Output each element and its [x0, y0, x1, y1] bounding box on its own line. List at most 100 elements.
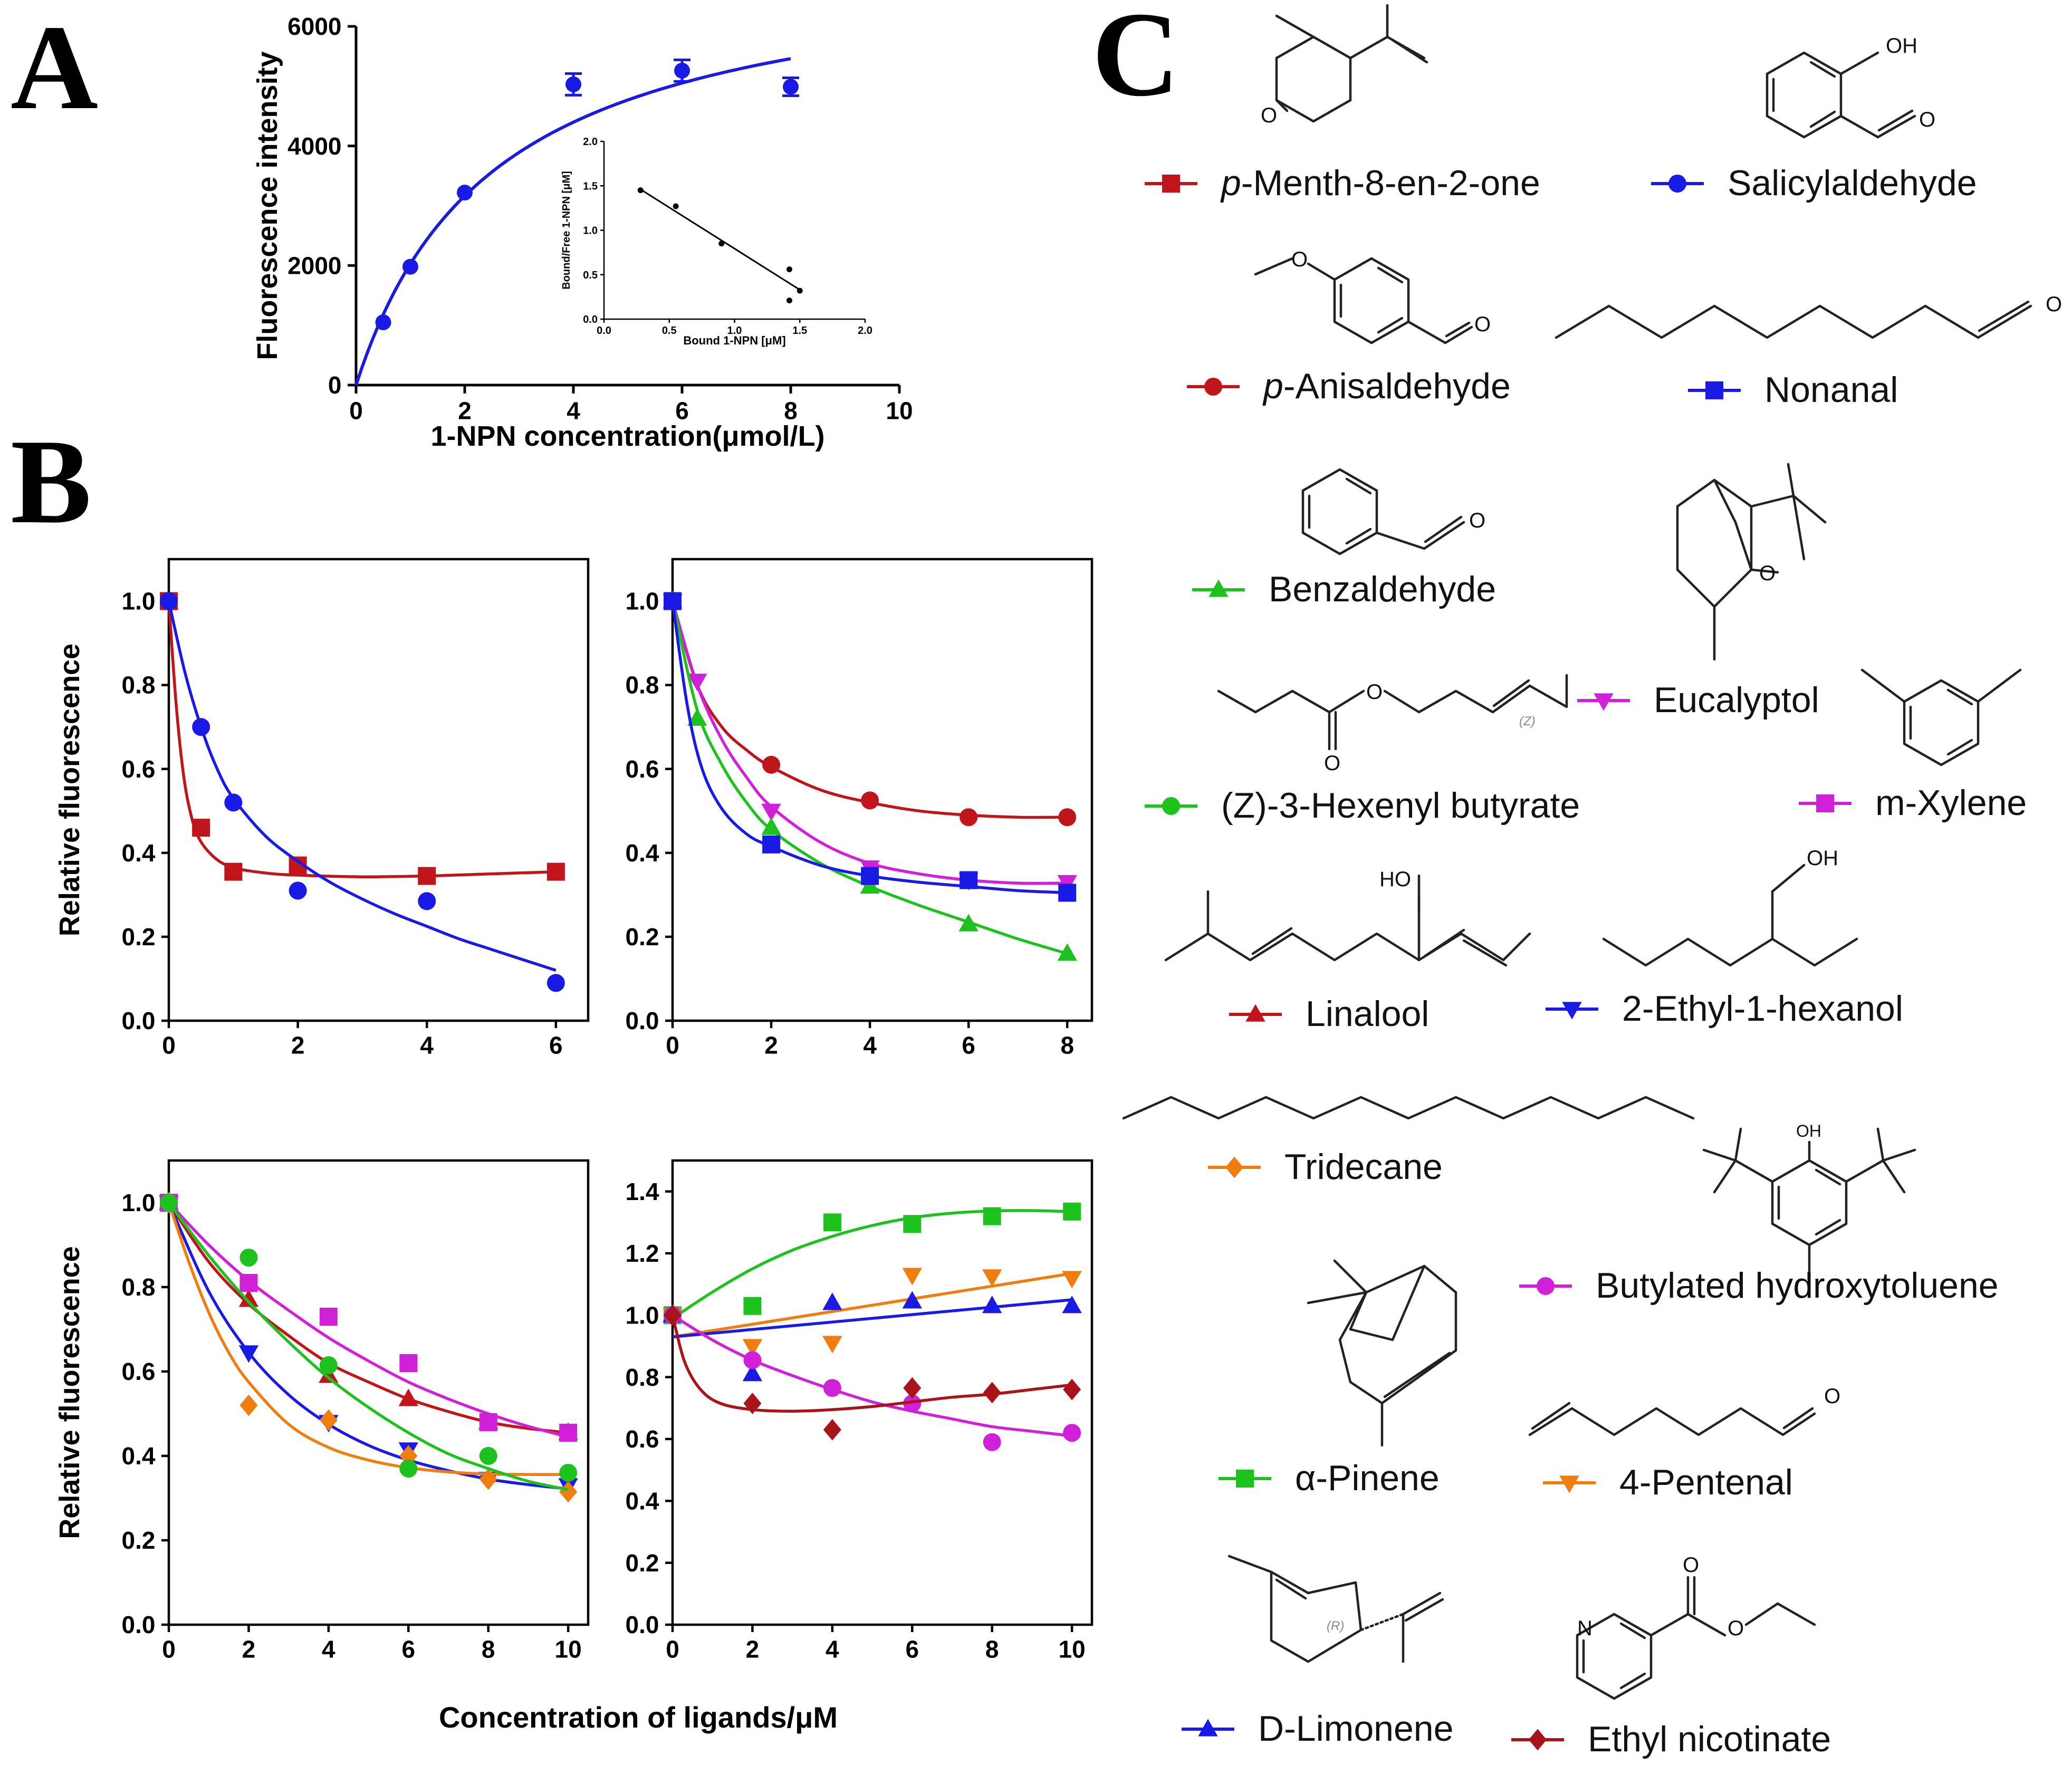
legend-marker: [1162, 797, 1180, 815]
b4-x-tick-label: 10: [1059, 1635, 1086, 1663]
molecule-p-anisaldehyde: O O: [1254, 248, 1491, 344]
b3-x-tick-label: 8: [482, 1635, 495, 1663]
a-y-tick-label: 4000: [287, 132, 341, 160]
stereo-z-label: (Z): [1519, 714, 1536, 728]
atom-ho: HO: [1379, 868, 1411, 891]
b3-x-tick-label: 6: [401, 1635, 415, 1663]
b2-eucalyptol-fit: [671, 600, 1068, 885]
b4-ethyl-nicotinate-fit: [671, 1315, 1072, 1413]
b2-benzaldehyde-point: [687, 708, 707, 726]
b1-salicylaldehyde-point: [546, 974, 565, 992]
a-fit-curve: [354, 57, 791, 386]
b3-y-tick-label: 0.4: [122, 1442, 156, 1470]
chart-a-binding-curve: 0 2 4 6 8 10 0 2000 4000 6000 1-NPN concentration(…: [252, 13, 913, 452]
a-y-tick-label: 6000: [287, 13, 341, 40]
chart-a-scatchard-inset: 0.0 0.5 1.0 1.5 2.0 0.0 0.5 1.0 1.5 2.0 Bound 1-NP…: [561, 136, 872, 347]
b3-tridecane-point: [319, 1409, 338, 1431]
legend-label: p-Anisaldehyde: [1262, 366, 1511, 406]
b3-2-ethyl-1-hexanol-fit: [167, 1202, 569, 1491]
molecule-benzaldehyde: O: [1301, 468, 1485, 555]
b3-tridecane-point: [559, 1481, 578, 1503]
b1-y-axis-title: Relative fluorescence: [54, 644, 85, 936]
legend-marker: [1537, 1277, 1555, 1295]
b1-y-tick-label: 1.0: [122, 588, 156, 615]
b4-d-limonene-fit: [672, 1298, 1072, 1339]
b2-y-tick-label: 0.6: [626, 755, 659, 783]
b1-x-tick-label: 0: [162, 1031, 176, 1059]
b2-y-tick-label: 0.8: [626, 672, 659, 699]
molecule-4-pentenal: O: [1528, 1385, 1840, 1436]
b2-nonanal-point: [1058, 884, 1077, 902]
b2-x-tick-label: 0: [666, 1031, 679, 1059]
molecule-linalool: HO: [1164, 868, 1531, 967]
b2-frame: [671, 558, 1093, 1022]
b4-x-tick-label: 2: [746, 1635, 760, 1663]
b4-4-pentenal-point: [1062, 1271, 1082, 1289]
legend-item-p-anisaldehyde: p-Anisaldehyde: [1187, 366, 1511, 406]
b2-p-anisaldehyde-point: [960, 808, 978, 827]
b3-butylated-hydroxytoluene-point: [559, 1424, 578, 1442]
inset-data-point: [786, 266, 792, 273]
atom-o: O: [1261, 104, 1277, 127]
b1-y-tick-label: 0.0: [122, 1007, 156, 1034]
legend-item-ethyl-nicotinate: Ethyl nicotinate: [1511, 1719, 1831, 1759]
legend-marker: [1236, 1470, 1254, 1488]
a-x-tick-label: 10: [886, 397, 913, 424]
legend-item-p-menth-8-en-2-one: p-Menth-8-en-2-one: [1145, 163, 1540, 203]
b2-nonanal-point: [861, 867, 879, 885]
b4-ethyl-nicotinate-point: [664, 1304, 682, 1326]
legend-item--z-3-hexenyl-butyrate: (Z)-3-Hexenyl butyrate: [1145, 785, 1580, 826]
legend-label: 4-Pentenal: [1619, 1462, 1793, 1502]
inset-regression-line: [640, 188, 801, 291]
b2-p-anisaldehyde-point: [1058, 808, 1077, 827]
a-x-tick-label: 6: [675, 397, 689, 424]
b4--pinene-point: [823, 1213, 841, 1232]
molecule-z-3-hexenyl-butyrate: O O (Z): [1217, 674, 1568, 775]
atom-o: O: [1759, 562, 1776, 585]
b3-y-tick-label: 0.2: [122, 1527, 156, 1554]
a-y-axis-title: Fluorescence intensity: [252, 51, 283, 360]
b3--pinene-point: [559, 1464, 578, 1482]
b4-ethyl-nicotinate-point: [1063, 1378, 1081, 1401]
b2-nonanal-point: [664, 592, 682, 610]
b1-salicylaldehyde-point: [160, 592, 178, 610]
b3-butylated-hydroxytoluene-point: [479, 1413, 497, 1431]
shared-x-axis-title: Concentration of ligands/μM: [439, 1701, 838, 1734]
legend-label: Salicylaldehyde: [1728, 163, 1977, 203]
atom-oh: OH: [1807, 847, 1838, 870]
b3-linalool-fit: [167, 1202, 569, 1434]
b2-p-anisaldehyde-fit: [671, 600, 1068, 819]
b1-salicylaldehyde-point: [418, 892, 436, 910]
legend-label: Ethyl nicotinate: [1588, 1719, 1831, 1759]
legend-marker: [1162, 175, 1180, 193]
atom-oh: OH: [1796, 1121, 1821, 1140]
b1-x-tick-label: 2: [291, 1031, 305, 1059]
b4-ethyl-nicotinate-point: [983, 1382, 1001, 1404]
panel-c-legend: p-Menth-8-en-2-one Salicylaldehyde p-Anisa…: [1145, 163, 2027, 1759]
atom-o: O: [1291, 248, 1308, 271]
b3-linalool-point: [319, 1365, 339, 1383]
legend-item-butylated-hydroxytoluene: Butylated hydroxytoluene: [1519, 1265, 1999, 1306]
b3--pinene-fit: [167, 1202, 569, 1491]
a-inset-x-tick-label: 2.0: [858, 325, 872, 337]
molecule-eucalyptol: O: [1676, 463, 1827, 661]
chart-b1: 0 2 4 6 0.0 0.2 0.4 0.6 0.8 1.0 Relative fluoresce…: [54, 558, 590, 1059]
b2-benzaldehyde-point: [1057, 943, 1077, 961]
legend-marker: [1594, 693, 1614, 711]
b2-nonanal-point: [960, 871, 978, 889]
legend-marker: [1559, 1475, 1579, 1493]
b3-butylated-hydroxytoluene-fit: [168, 1202, 569, 1438]
b4--pinene-point: [903, 1215, 922, 1233]
b3-tridecane-point: [239, 1394, 258, 1416]
b2-nonanal-point: [762, 835, 781, 853]
b3-butylated-hydroxytoluene-point: [399, 1354, 418, 1372]
legend-item-m-xylene: m-Xylene: [1799, 783, 2027, 823]
b4-butylated-hydroxytoluene-point: [743, 1351, 762, 1369]
b3-x-tick-label: 0: [162, 1635, 176, 1663]
b4-ethyl-nicotinate-point: [903, 1377, 922, 1399]
b4--pinene-fit: [672, 1209, 1072, 1320]
legend-label: p-Menth-8-en-2-one: [1220, 163, 1540, 203]
b3--pinene-point: [479, 1447, 497, 1465]
b1-salicylaldehyde-point: [289, 881, 307, 900]
b2-eucalyptol-point: [687, 674, 707, 692]
